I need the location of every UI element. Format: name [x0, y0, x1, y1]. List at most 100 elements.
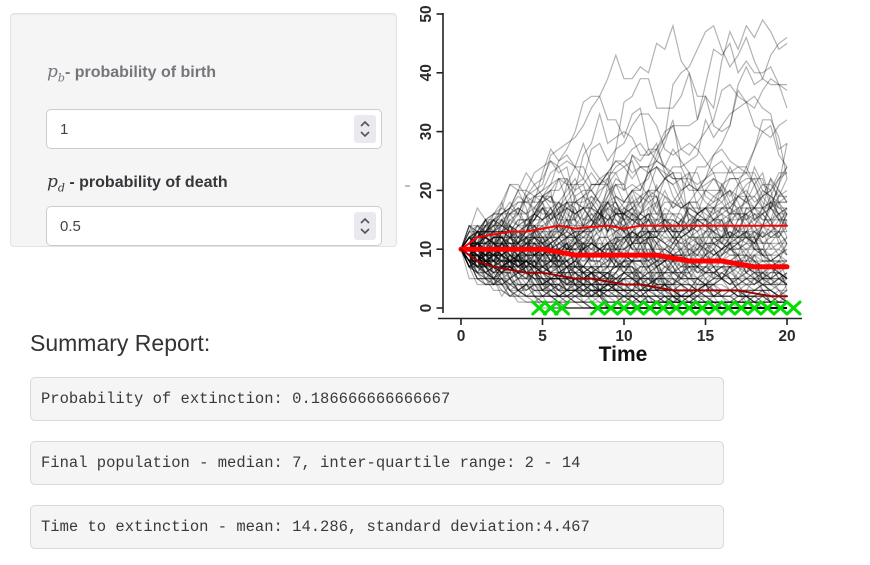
plot-trajectory	[460, 165, 788, 256]
plot-trajectory	[460, 171, 788, 274]
plot-trajectory	[460, 95, 788, 268]
x-tick-label: 15	[697, 328, 715, 345]
plot-trajectory	[461, 236, 787, 309]
plot-trajectory	[461, 224, 787, 303]
plot-trajectory	[460, 23, 788, 251]
y-tick-label: 50	[418, 5, 435, 22]
plot-trajectory	[460, 119, 788, 268]
extinction-x-icon	[655, 300, 672, 316]
plot-trajectory	[460, 177, 787, 263]
series-median	[458, 246, 790, 270]
plot-trajectory	[461, 207, 787, 292]
population-trajectories-plot: 0 10 20 30 40 50 0 5 10 15 20 Time	[405, 5, 802, 366]
plot-trajectory	[461, 200, 788, 279]
plot-trajectory	[461, 230, 787, 298]
plot-trajectory	[461, 153, 787, 250]
plot-trajectory	[460, 248, 787, 303]
extinction-x-icon	[746, 300, 763, 316]
extinction-x-icon	[589, 300, 606, 316]
plot-trajectory	[460, 207, 788, 291]
series-lower-quartile	[460, 248, 788, 298]
birth-label-text: - probability of birth	[64, 64, 217, 81]
plot-trajectory	[460, 183, 788, 262]
extinction-x-icon	[602, 300, 619, 316]
birth-input-stepper[interactable]	[354, 115, 376, 143]
extinction-x-icon	[733, 300, 750, 316]
plot-trajectory	[460, 230, 788, 298]
extinction-x-icon	[554, 300, 571, 316]
plot-trajectory	[460, 212, 787, 309]
death-probability-input-wrap	[46, 206, 382, 246]
plot-trajectory	[460, 201, 788, 280]
plot-trajectory	[460, 206, 788, 274]
extinction-x-icon	[694, 300, 711, 316]
plot-trajectory	[461, 201, 787, 268]
plot-trajectory	[460, 230, 787, 309]
birth-math-symbol: pb	[47, 62, 65, 85]
plot-trajectory	[460, 165, 788, 250]
plot-trajectory	[461, 148, 787, 256]
plot-trajectory	[460, 248, 787, 303]
plot-trajectory	[461, 178, 788, 268]
plot-trajectory	[460, 248, 787, 309]
plot-trajectory	[461, 230, 788, 286]
plot-trajectory	[460, 207, 788, 262]
plot-trajectory	[460, 177, 788, 298]
x-axis-title: Time	[599, 343, 648, 366]
y-tick-label: 30	[418, 123, 435, 140]
plot-trajectory	[460, 195, 788, 303]
plot-trajectory	[460, 248, 787, 309]
plot-trajectory	[460, 194, 788, 269]
plot-trajectory	[460, 143, 788, 280]
plot-trajectory	[460, 177, 788, 280]
plot-trajectory	[460, 248, 787, 309]
plot-trajectory	[460, 201, 788, 280]
plot-trajectory	[460, 172, 787, 250]
plot-trajectory	[460, 165, 787, 250]
plot-trajectory	[460, 177, 788, 251]
plot-trajectory	[460, 177, 788, 268]
plot-trajectory	[460, 248, 787, 309]
plot-trajectory	[461, 164, 788, 268]
plot-trajectory	[460, 224, 787, 309]
birth-probability-label: pb- probability of birth	[47, 62, 216, 84]
birth-probability-input-wrap	[46, 109, 382, 149]
extinction-x-icon	[720, 300, 737, 316]
inputs-panel: pb- probability of birth pd - probabilit…	[10, 13, 397, 247]
death-input-stepper[interactable]	[354, 212, 376, 240]
plot-trajectory	[460, 242, 788, 303]
birth-probability-input[interactable]	[47, 110, 381, 148]
extinction-x-icon	[542, 300, 559, 316]
plot-trajectory	[460, 230, 787, 309]
plot-trajectory	[460, 219, 787, 286]
y-tick-label: 40	[418, 64, 435, 81]
plot-trajectory	[460, 236, 788, 298]
plot-axes	[436, 13, 802, 325]
plot-trajectory	[460, 236, 788, 303]
plot-trajectory	[460, 189, 788, 250]
death-probability-input[interactable]	[47, 207, 381, 245]
plot-trajectory	[460, 166, 788, 262]
plot-trajectory	[460, 248, 787, 309]
plot-trajectory	[460, 201, 787, 286]
plot-trajectory	[461, 212, 787, 309]
final-population-report: Final population - median: 7, inter-quar…	[30, 441, 724, 485]
extinction-x-icon	[759, 300, 776, 316]
plot-trajectory	[460, 24, 788, 251]
plot-trajectory	[460, 178, 787, 286]
plot-trajectory	[460, 242, 788, 298]
plot-trajectory	[460, 248, 788, 303]
plot-trajectory	[460, 207, 788, 274]
summary-report-heading: Summary Report:	[30, 330, 211, 356]
plot-trajectory	[460, 242, 787, 309]
plot-trajectory	[460, 18, 788, 262]
extinction-x-icon	[629, 300, 646, 316]
plot-trajectory	[461, 248, 787, 309]
plot-trajectory	[460, 236, 788, 286]
plot-trajectory	[461, 184, 788, 268]
plot-trajectory	[460, 166, 788, 268]
y-tick-label: 10	[418, 241, 435, 258]
extinction-x-icon	[668, 300, 685, 316]
death-math-symbol: pd	[47, 172, 65, 195]
plot-trajectory	[460, 242, 788, 303]
